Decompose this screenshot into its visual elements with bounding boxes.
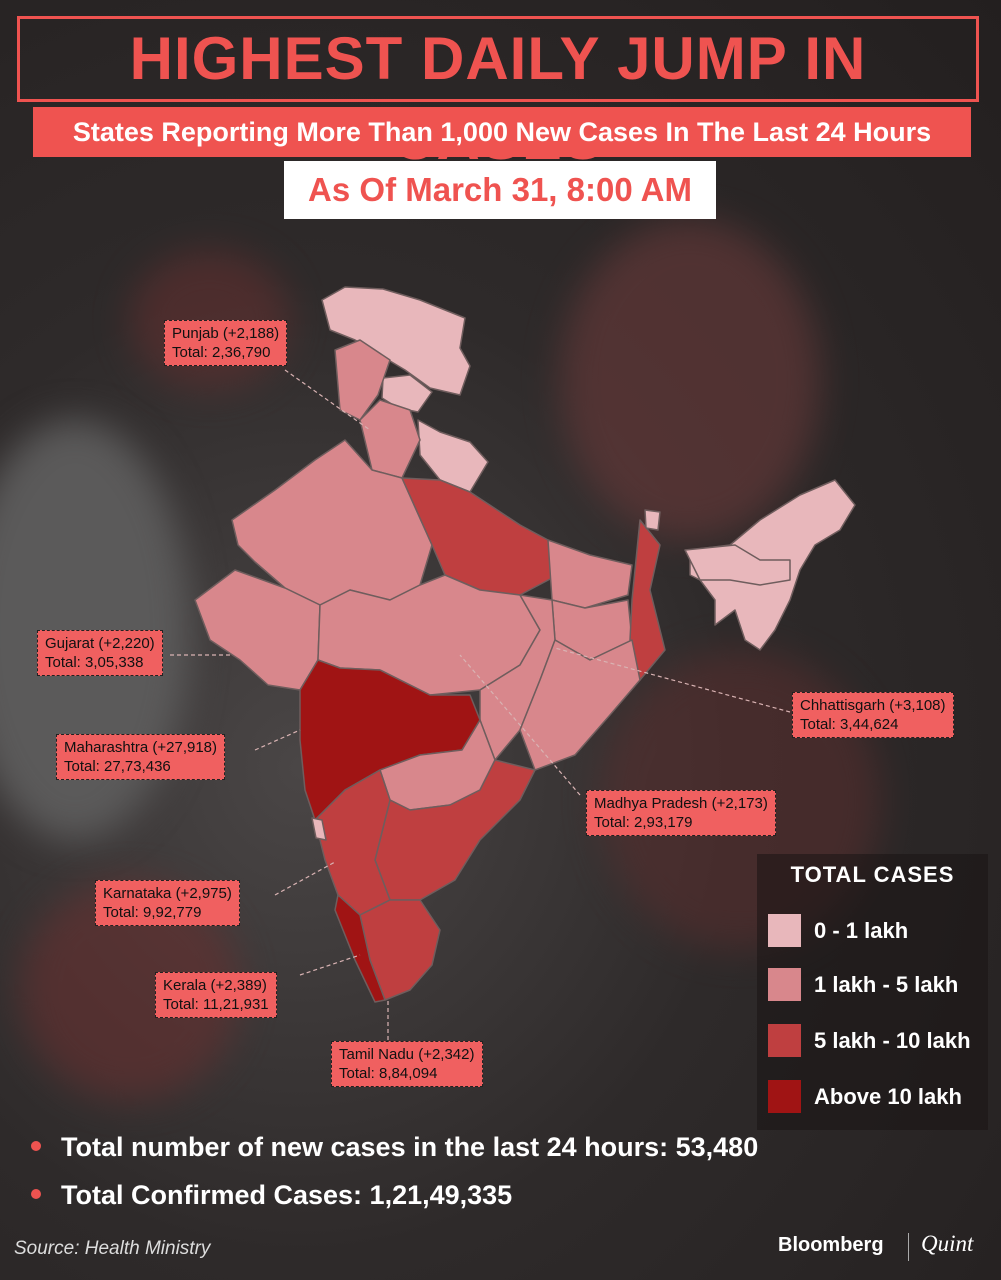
- region-punjab: [334, 339, 391, 421]
- label-karnataka: Karnataka (+2,975) Total: 9,92,779: [95, 880, 240, 926]
- leader-line-karnataka: [274, 861, 336, 896]
- label-chhattisgarh: Chhattisgarh (+3,108) Total: 3,44,624: [792, 692, 954, 738]
- bullet-icon: [31, 1188, 41, 1199]
- brand-logo-bloomberg: Bloomberg: [778, 1234, 884, 1256]
- region-bihar: [547, 539, 633, 609]
- region-karnataka: [314, 769, 391, 916]
- legend-label: 0 - 1 lakh: [814, 918, 909, 943]
- leader-line-madhya-pradesh: [459, 654, 581, 796]
- region-kerala: [334, 894, 386, 1003]
- label-maharashtra: Maharashtra (+27,918) Total: 27,73,436: [56, 734, 226, 780]
- label-madhya-pradesh: Madhya Pradesh (+2,173) Total: 2,93,179: [586, 790, 776, 836]
- label-tamil-nadu: Tamil Nadu (+2,342) Total: 8,84,094: [331, 1041, 483, 1087]
- label-kerala: Kerala (+2,389) Total: 11,21,931: [155, 972, 277, 1018]
- legend-label: 5 lakh - 10 lakh: [814, 1028, 971, 1053]
- legend-swatch: [768, 1080, 801, 1113]
- region-uttarakhand: [417, 419, 489, 493]
- region-sikkim: [644, 509, 661, 531]
- leader-line-maharashtra: [254, 729, 301, 751]
- leader-line-punjab: [284, 369, 371, 431]
- leader-line-chhattisgarh: [554, 647, 791, 713]
- legend-title: TOTAL CASES: [790, 862, 955, 887]
- label-gujarat: Gujarat (+2,220) Total: 3,05,338: [37, 630, 163, 676]
- legend-swatch: [768, 914, 801, 947]
- stat-new-cases: Total number of new cases in the last 24…: [31, 1132, 758, 1163]
- brand-divider: [908, 1233, 909, 1261]
- date-badge: As Of March 31, 8:00 AM: [284, 161, 716, 219]
- legend: TOTAL CASES 0 - 1 lakh 1 lakh - 5 lakh 5…: [757, 854, 988, 1130]
- background-blob: [560, 220, 820, 540]
- bullet-icon: [31, 1140, 41, 1151]
- legend-swatch: [768, 968, 801, 1001]
- region-himachal: [381, 374, 433, 413]
- region-assam: [684, 544, 791, 586]
- region-odisha: [519, 639, 641, 771]
- legend-label: Above 10 lakh: [814, 1084, 962, 1109]
- page-subtitle: States Reporting More Than 1,000 New Cas…: [33, 107, 971, 157]
- brand-logo-quint: Quint: [921, 1231, 974, 1256]
- leader-line-kerala: [299, 954, 361, 976]
- stat-total-cases: Total Confirmed Cases: 1,21,49,335: [31, 1180, 512, 1211]
- legend-label: 1 lakh - 5 lakh: [814, 972, 959, 997]
- legend-swatch: [768, 1024, 801, 1057]
- source-note: Source: Health Ministry: [14, 1238, 211, 1259]
- label-punjab: Punjab (+2,188) Total: 2,36,790: [164, 320, 288, 366]
- region-goa: [311, 817, 327, 841]
